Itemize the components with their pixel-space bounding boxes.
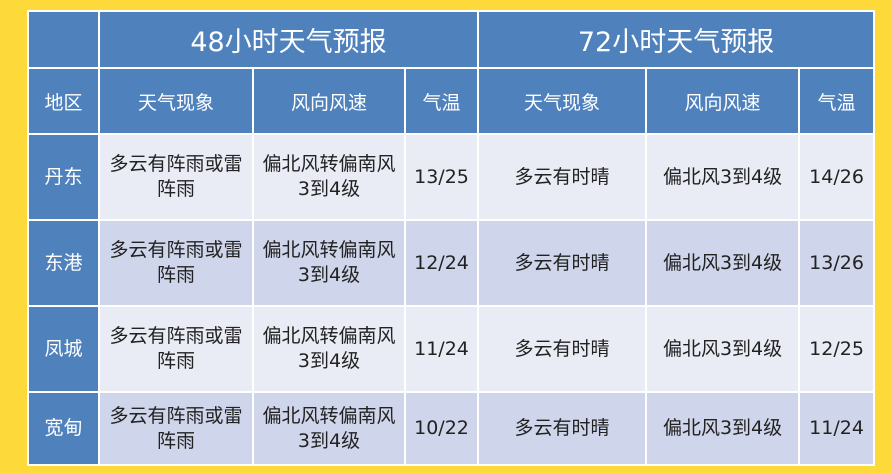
col-temp-72: 气温 xyxy=(798,67,876,135)
temp-48-cell: 13/25 xyxy=(403,133,480,221)
temp-72-cell: 11/24 xyxy=(798,391,876,466)
group-header-row: 48小时天气预报 72小时天气预报 xyxy=(27,10,876,69)
temp-48-cell: 11/24 xyxy=(403,305,480,393)
col-temp-48: 气温 xyxy=(403,67,480,135)
weather-72-cell: 多云有时晴 xyxy=(477,391,648,466)
temp-48-cell: 10/22 xyxy=(403,391,480,466)
wind-72-cell: 偏北风3到4级 xyxy=(645,391,801,466)
col-region: 地区 xyxy=(27,67,100,135)
col-weather-72: 天气现象 xyxy=(477,67,648,135)
temp-72-cell: 12/25 xyxy=(798,305,876,393)
region-cell: 凤城 xyxy=(27,305,100,393)
wind-72-cell: 偏北风3到4级 xyxy=(645,133,801,221)
column-header-row: 地区 天气现象 风向风速 气温 天气现象 风向风速 气温 xyxy=(27,67,876,135)
header-48h: 48小时天气预报 xyxy=(97,10,480,69)
weather-72-cell: 多云有时晴 xyxy=(477,219,648,307)
wind-48-cell: 偏北风转偏南风3到4级 xyxy=(252,133,406,221)
weather-72-cell: 多云有时晴 xyxy=(477,133,648,221)
temp-48-cell: 12/24 xyxy=(403,219,480,307)
wind-72-cell: 偏北风3到4级 xyxy=(645,219,801,307)
wind-48-cell: 偏北风转偏南风3到4级 xyxy=(252,305,406,393)
corner-cell xyxy=(27,10,100,69)
col-wind-72: 风向风速 xyxy=(645,67,801,135)
temp-72-cell: 13/26 xyxy=(798,219,876,307)
weather-72-cell: 多云有时晴 xyxy=(477,305,648,393)
wind-72-cell: 偏北风3到4级 xyxy=(645,305,801,393)
weather-48-cell: 多云有阵雨或雷阵雨 xyxy=(98,305,254,393)
col-weather-48: 天气现象 xyxy=(98,67,254,135)
region-cell: 丹东 xyxy=(27,133,100,221)
wind-48-cell: 偏北风转偏南风3到4级 xyxy=(252,391,406,466)
weather-48-cell: 多云有阵雨或雷阵雨 xyxy=(98,219,254,307)
table-row: 宽甸 多云有阵雨或雷阵雨 偏北风转偏南风3到4级 10/22 多云有时晴 偏北风3到4级 1… xyxy=(27,391,876,466)
table-row: 丹东 多云有阵雨或雷阵雨 偏北风转偏南风3到4级 13/25 多云有时晴 偏北风3到4级 1… xyxy=(27,133,876,221)
weather-48-cell: 多云有阵雨或雷阵雨 xyxy=(98,391,254,466)
region-cell: 宽甸 xyxy=(27,391,100,466)
header-72h: 72小时天气预报 xyxy=(477,10,876,69)
temp-72-cell: 14/26 xyxy=(798,133,876,221)
table-row: 东港 多云有阵雨或雷阵雨 偏北风转偏南风3到4级 12/24 多云有时晴 偏北风3到4级 1… xyxy=(27,219,876,307)
col-wind-48: 风向风速 xyxy=(252,67,406,135)
wind-48-cell: 偏北风转偏南风3到4级 xyxy=(252,219,406,307)
table-row: 凤城 多云有阵雨或雷阵雨 偏北风转偏南风3到4级 11/24 多云有时晴 偏北风3到4级 1… xyxy=(27,305,876,393)
weather-48-cell: 多云有阵雨或雷阵雨 xyxy=(98,133,254,221)
weather-forecast-table: 48小时天气预报 72小时天气预报 地区 天气现象 风向风速 气温 天气现象 风… xyxy=(27,10,876,466)
region-cell: 东港 xyxy=(27,219,100,307)
